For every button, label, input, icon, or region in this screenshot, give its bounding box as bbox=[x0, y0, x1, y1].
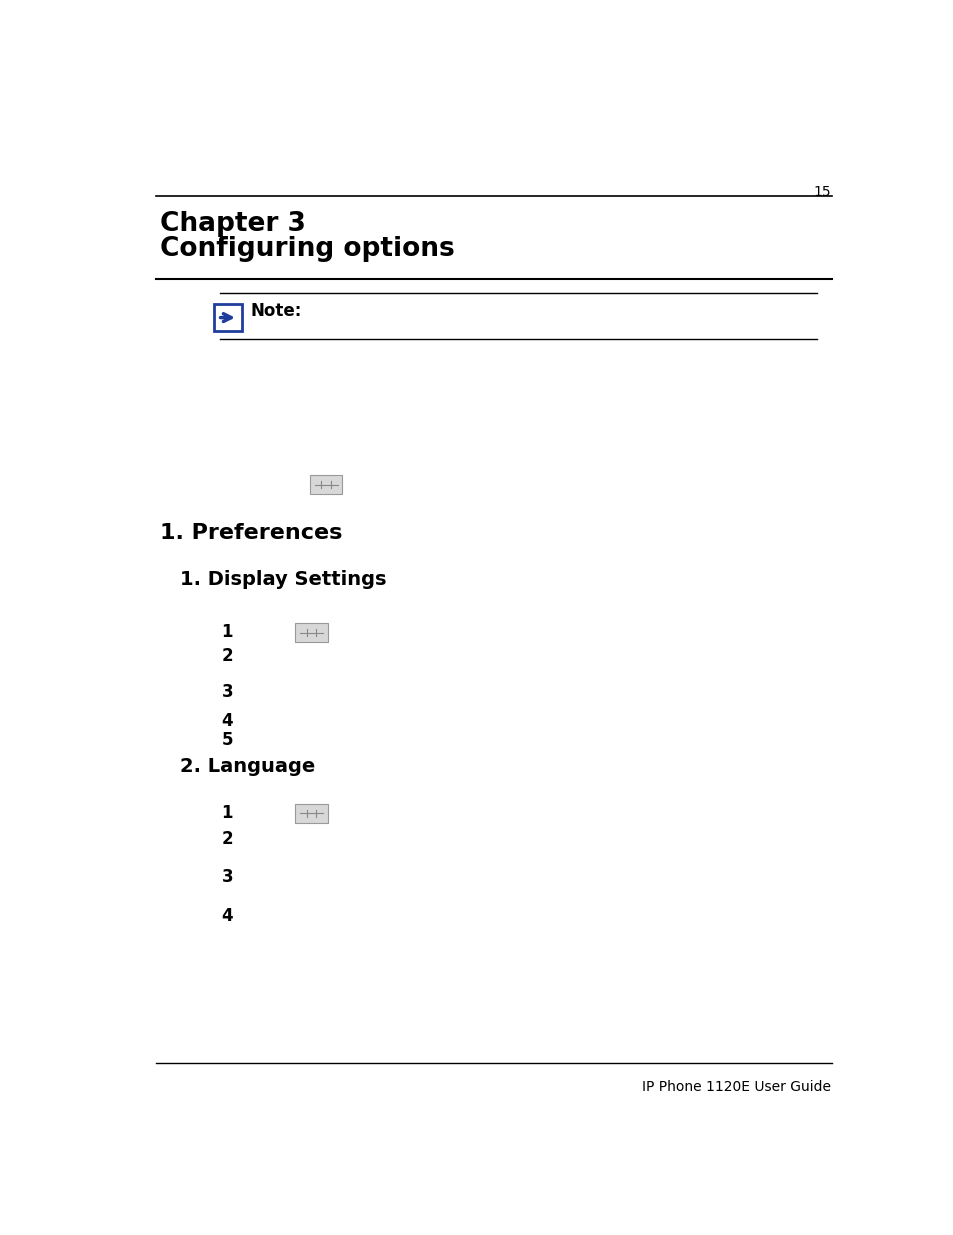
Bar bbox=[294, 804, 328, 823]
Text: IP Phone 1120E User Guide: IP Phone 1120E User Guide bbox=[641, 1079, 830, 1094]
Bar bbox=[294, 624, 328, 642]
Text: 1. Display Settings: 1. Display Settings bbox=[179, 571, 386, 589]
Text: 2. Language: 2. Language bbox=[179, 757, 314, 776]
Bar bbox=[310, 475, 342, 494]
Text: Chapter 3: Chapter 3 bbox=[159, 211, 305, 237]
Text: 3: 3 bbox=[221, 683, 233, 701]
Text: 5: 5 bbox=[221, 731, 233, 750]
Text: 1. Preferences: 1. Preferences bbox=[159, 524, 341, 543]
Text: Configuring options: Configuring options bbox=[159, 236, 454, 262]
Text: 3: 3 bbox=[221, 868, 233, 887]
Bar bbox=[213, 304, 241, 331]
Text: 4: 4 bbox=[221, 906, 233, 925]
Text: Note:: Note: bbox=[251, 303, 302, 320]
Text: 4: 4 bbox=[221, 711, 233, 730]
Text: 1: 1 bbox=[221, 624, 233, 641]
Text: 1: 1 bbox=[221, 804, 233, 823]
Text: 2: 2 bbox=[221, 830, 233, 847]
Text: 2: 2 bbox=[221, 647, 233, 666]
Text: 15: 15 bbox=[812, 185, 830, 199]
FancyArrowPatch shape bbox=[220, 314, 231, 321]
